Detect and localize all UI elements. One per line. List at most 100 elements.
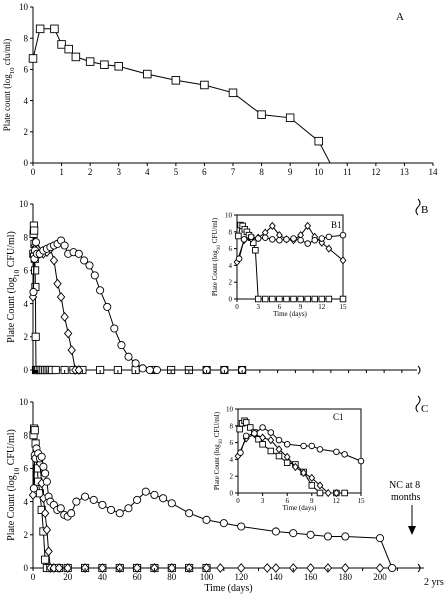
- y-tick-label: 0: [24, 365, 29, 375]
- y-tick-label: 8: [229, 228, 233, 236]
- data-point-diamond: [98, 563, 107, 573]
- data-point-circle: [341, 451, 348, 458]
- y-tick-label: 4: [24, 497, 29, 507]
- x-tick-label: 15: [340, 303, 348, 311]
- x-tick-label: 2: [88, 167, 93, 177]
- data-point-diamond: [44, 546, 53, 557]
- data-point-square: [31, 266, 40, 275]
- data-point-square: [50, 24, 59, 34]
- data-point-diamond: [341, 563, 350, 573]
- data-point-diamond: [54, 563, 64, 573]
- data-point-circle: [375, 534, 385, 543]
- x-tick-label: 40: [98, 572, 108, 582]
- data-point-square: [57, 40, 66, 49]
- data-point-circle: [56, 504, 65, 513]
- data-point-square: [262, 295, 269, 303]
- data-point-diamond: [306, 563, 315, 573]
- data-point-circle: [124, 504, 133, 513]
- data-point-circle: [242, 432, 250, 440]
- data-point-circle: [80, 256, 89, 265]
- x-tick-label: 14: [429, 167, 439, 177]
- data-point-square: [259, 441, 266, 448]
- data-point-square: [304, 295, 311, 303]
- inset-b1: 0 2 4 6 8 10 0 3 6 9 12 15 Plate Count (log10 CFU/ml…: [211, 211, 347, 317]
- data-point-circle: [42, 477, 51, 486]
- y-axis-label: Plate Count (log10 CFU/ml): [213, 411, 224, 490]
- data-point-circle: [283, 441, 291, 448]
- x-tick-label: 9: [288, 167, 293, 177]
- data-point-circle: [60, 241, 69, 250]
- y-tick-label: 4: [24, 96, 29, 106]
- data-point-circle: [141, 487, 150, 496]
- data-point-diamond: [56, 292, 66, 302]
- y-tick-label: 8: [230, 422, 234, 430]
- data-point-circle: [341, 532, 350, 541]
- data-point-diamond: [67, 345, 76, 355]
- data-point-circle: [259, 424, 266, 431]
- inset-b1-tag: B1: [331, 220, 342, 230]
- data-point-circle: [323, 532, 333, 541]
- data-point-circle: [247, 233, 255, 241]
- data-point-circle: [31, 238, 41, 247]
- y-tick-label: 2: [24, 530, 29, 540]
- y-tick-label: 6: [24, 266, 29, 276]
- data-point-diamond: [63, 563, 72, 573]
- y-tick-label: 8: [24, 232, 29, 242]
- y-tick-label: 2: [24, 332, 29, 342]
- data-point-circle: [269, 236, 276, 243]
- x-tick-label: 0: [31, 167, 36, 177]
- data-point-square: [318, 295, 326, 303]
- x-tick-label: 120: [234, 572, 248, 582]
- y-tick-label: 10: [19, 2, 29, 12]
- data-point-square: [51, 365, 60, 375]
- data-point-circle: [316, 446, 324, 453]
- x-tick-label: 6: [285, 497, 289, 505]
- data-point-circle: [311, 236, 318, 244]
- data-point-square: [316, 489, 324, 497]
- data-point-square: [269, 295, 276, 303]
- data-point-square: [247, 424, 254, 431]
- data-point-diamond: [300, 468, 307, 477]
- data-point-diamond: [308, 473, 316, 482]
- data-point-diamond: [283, 452, 291, 461]
- y-tick-label: 10: [226, 405, 234, 413]
- x-tick-label: 6: [278, 303, 282, 311]
- data-point-square: [311, 295, 318, 303]
- data-point-circle: [267, 429, 275, 436]
- data-point-square: [28, 54, 38, 63]
- y-axis-label: Plate Count (log10 CFU/ml): [6, 429, 21, 541]
- data-point-square: [143, 69, 152, 79]
- break-label-2yrs: 2 yrs: [424, 577, 444, 588]
- x-tick-label: 3: [256, 303, 260, 311]
- data-point-circle: [74, 249, 83, 258]
- data-point-circle: [339, 231, 347, 239]
- data-point-diamond: [292, 462, 299, 472]
- data-point-circle: [117, 341, 126, 350]
- data-point-diamond: [202, 563, 211, 573]
- data-point-diamond: [271, 563, 281, 573]
- y-tick-label: 0: [24, 563, 29, 573]
- data-point-circle: [96, 286, 105, 295]
- data-point-square: [275, 452, 283, 460]
- data-point-square: [276, 295, 283, 303]
- data-point-square: [30, 426, 39, 435]
- x-tick-label: 6: [202, 167, 207, 177]
- data-point-square: [35, 24, 45, 34]
- data-point-circle: [131, 359, 140, 368]
- x-axis-label: Time (days): [283, 504, 317, 512]
- data-point-square: [41, 555, 50, 564]
- data-point-circle: [325, 233, 333, 241]
- x-tick-label: 9: [299, 303, 303, 311]
- y-tick-label: 2: [229, 279, 233, 287]
- data-point-square: [71, 52, 81, 62]
- data-point-circle: [262, 234, 269, 241]
- y-tick-label: 4: [230, 456, 234, 464]
- data-point-circle: [276, 236, 283, 244]
- axis-break: [415, 198, 421, 216]
- y-tick-label: 10: [225, 211, 233, 219]
- data-point-square: [35, 489, 44, 498]
- data-point-diamond: [167, 563, 176, 573]
- x-tick-label: 12: [333, 497, 341, 505]
- axis-break: [417, 365, 421, 375]
- data-point-circle: [150, 490, 159, 500]
